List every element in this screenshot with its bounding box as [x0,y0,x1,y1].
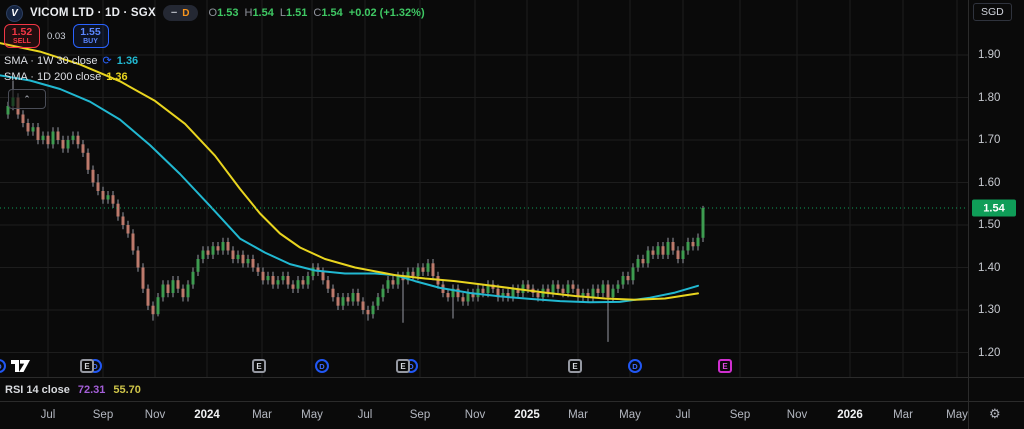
low-value: 1.51 [285,7,308,19]
upcoming-earnings-icon[interactable]: E [718,359,732,373]
sell-button[interactable]: 1.52 SELL [4,24,40,48]
time-tick-label: Nov [144,409,166,421]
time-tick-label: May [619,409,641,421]
price-tick-label: 1.40 [978,261,1001,274]
indicator-legend-sma-daily[interactable]: SMA · 1D 200 close 1.36 [4,70,128,84]
current-price-badge: 1.54 [972,199,1016,217]
spread-value: 0.03 [47,30,66,42]
time-tick-label: Mar [568,409,588,421]
price-tick-label: 1.60 [978,176,1001,189]
tradingview-logo-icon[interactable] [10,358,36,374]
time-tick-label: May [946,409,968,421]
currency-label[interactable]: SGD [973,3,1012,21]
price-chart-canvas[interactable] [0,0,968,378]
open-value: 1.53 [217,7,239,19]
time-tick-label: Nov [786,409,808,421]
buy-label: BUY [83,38,98,46]
price-tick-label: 1.90 [978,49,1001,61]
price-tick-label: 1.80 [978,91,1001,104]
symbol-header: V VICOM LTD · 1D · SGX − D O1.53 H1.54 L… [6,4,425,22]
rsi-indicator-legend[interactable]: RSI 14 close 72.31 55.70 [5,378,141,401]
time-tick-label: 2024 [194,409,220,421]
time-tick-label: Jul [675,409,691,421]
interval-pill[interactable]: − D [162,5,198,21]
earnings-icon[interactable]: E [568,359,582,373]
rsi-value-1: 72.31 [77,383,106,396]
price-axis[interactable]: SGD ⚙ 1.90 1.80 1.70 1.60 1.50 1.40 1.30 1.20 1.… [968,0,1024,429]
high-label: H [244,7,253,19]
close-label: C [313,7,322,19]
time-axis[interactable]: Jul Sep Nov 2024 Mar May Jul Sep Nov 2025 Mar May Ju… [0,402,968,429]
interval-letter[interactable]: D [182,7,190,19]
trade-buttons: 1.52 SELL 0.03 1.55 BUY [4,24,109,48]
gear-icon[interactable]: ⚙ [989,406,1001,421]
symbol-logo-icon[interactable]: V [6,4,23,22]
dividend-icon[interactable]: D [315,359,329,373]
price-tick-label: 1.50 [978,219,1001,231]
loading-spinner-icon: ⟳ [102,54,112,67]
price-tick-label: 1.30 [978,304,1001,316]
open-label: O [208,7,218,19]
time-tick-label: Mar [252,409,272,421]
time-tick-label: 2025 [514,409,540,421]
buy-button[interactable]: 1.55 BUY [72,24,109,48]
time-tick-label: Sep [729,409,751,421]
rsi-value-2: 55.70 [113,383,141,396]
sell-label: SELL [13,38,31,46]
high-value: 1.54 [252,7,274,19]
buy-price: 1.55 [80,25,101,38]
time-tick-label: Sep [92,409,114,421]
price-tick-label: 1.70 [978,134,1001,146]
low-label: L [279,7,286,19]
legend-collapse-button[interactable]: ⌃ [8,89,46,109]
indicator-value: 1.36 [106,71,128,83]
indicator-name: SMA · 1D 200 close [4,71,102,83]
dividend-icon[interactable]: D [628,359,642,373]
earnings-icon[interactable]: E [252,359,266,373]
change-value: +0.02 (+1.32%) [348,7,425,19]
pane-separator[interactable] [0,377,1024,378]
close-value: 1.54 [321,7,343,19]
earnings-icon[interactable]: E [396,359,410,373]
time-tick-label: 2026 [837,409,863,421]
time-tick-label: May [301,409,323,421]
time-tick-label: Mar [893,409,913,421]
rsi-name: RSI 14 close [5,383,70,396]
minus-icon[interactable]: − [170,7,178,19]
ohlc-readout: O1.53 H1.54 L1.51 C1.54 +0.02 (+1.32%) [209,7,425,19]
time-tick-label: Sep [409,409,431,421]
time-tick-label: Jul [357,409,373,421]
indicator-legend-sma-weekly[interactable]: SMA · 1W 30 close ⟳ 1.36 [4,54,138,68]
symbol-title[interactable]: VICOM LTD · 1D · SGX [30,7,156,19]
price-tick-label: 1.20 [978,346,1001,359]
sell-price: 1.52 [11,25,33,38]
indicator-value: 1.36 [116,55,139,67]
earnings-icon[interactable]: E [80,359,94,373]
chevron-up-icon: ⌃ [23,93,31,104]
time-tick-label: Jul [40,409,56,421]
indicator-name: SMA · 1W 30 close [4,55,98,67]
axis-separator [0,401,1024,402]
time-tick-label: Nov [464,409,486,421]
